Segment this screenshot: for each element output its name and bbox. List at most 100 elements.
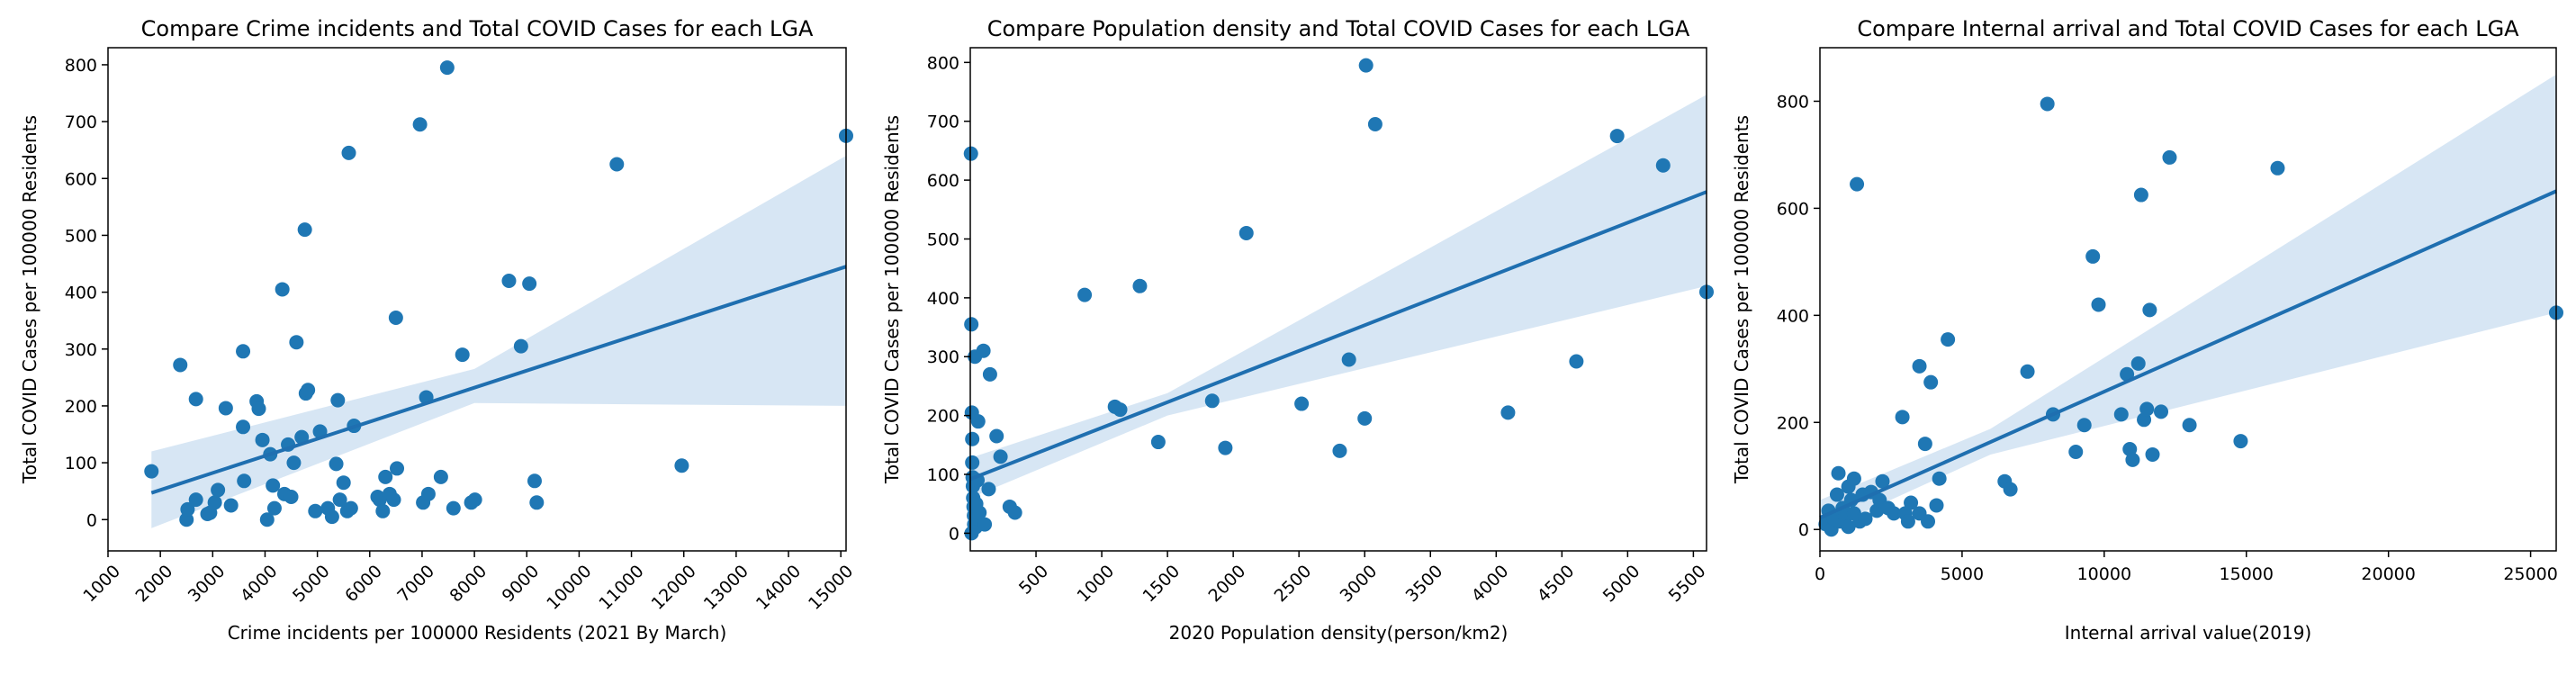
y-axis-label: Total COVID Cases per 100000 Residents: [1731, 115, 1752, 484]
data-point: [1218, 440, 1233, 455]
data-point: [284, 489, 299, 504]
data-point: [1238, 225, 1254, 240]
panel-density-vs-covid: Compare Population density and Total COV…: [881, 16, 1714, 644]
data-point: [1294, 396, 1310, 411]
y-tick-label: 500: [927, 230, 959, 249]
data-point: [2020, 364, 2035, 379]
x-tick-label: 25000: [2503, 564, 2557, 584]
data-point: [1904, 495, 1919, 510]
regression-line: [969, 190, 1707, 482]
data-point: [1846, 471, 1861, 486]
data-point: [289, 335, 304, 350]
data-point: [329, 456, 344, 472]
data-point: [522, 276, 537, 292]
data-point: [1150, 435, 1166, 450]
data-point: [297, 222, 312, 238]
axes-frame: [1819, 47, 2557, 552]
y-tick-label: 300: [65, 340, 97, 360]
y-axis-label: Total COVID Cases per 100000 Residents: [19, 115, 41, 484]
data-point: [2003, 482, 2018, 497]
data-point: [412, 117, 428, 132]
x-tick-label: 1000: [1073, 562, 1118, 607]
x-tick-label: 6000: [341, 562, 386, 607]
data-point: [1357, 410, 1373, 426]
data-point: [378, 469, 393, 484]
data-point: [674, 458, 689, 473]
data-point: [218, 401, 233, 416]
data-point: [223, 498, 239, 513]
panel-crime-vs-covid: Compare Crime incidents and Total COVID …: [19, 16, 857, 644]
data-point: [970, 414, 986, 429]
x-tick-label: 15000: [805, 562, 857, 614]
y-tick-label: 200: [65, 397, 97, 417]
confidence-band: [1820, 74, 2556, 533]
x-axis-label: Internal arrival value(2019): [2065, 622, 2311, 644]
data-point: [301, 383, 316, 398]
y-tick-label: 0: [949, 524, 959, 544]
y-tick-label: 100: [65, 454, 97, 473]
data-point: [1132, 278, 1148, 293]
y-tick-label: 800: [65, 56, 97, 76]
data-point: [513, 338, 528, 354]
data-point: [1609, 129, 1625, 144]
data-point: [2125, 452, 2140, 467]
x-tick-label: 10000: [543, 562, 595, 614]
data-point: [1900, 514, 1915, 529]
data-point: [251, 401, 266, 417]
data-point: [1007, 505, 1022, 520]
regression-line: [1819, 189, 2557, 519]
y-tick-label: 0: [1798, 520, 1809, 540]
x-tick-label: 4000: [237, 562, 282, 607]
data-point: [390, 461, 405, 476]
data-point: [173, 357, 188, 373]
data-point: [259, 512, 275, 527]
data-point: [439, 60, 455, 76]
data-point: [266, 478, 281, 493]
data-point: [1655, 158, 1671, 173]
data-point: [144, 464, 159, 479]
data-point: [386, 492, 401, 508]
data-point: [211, 482, 226, 498]
x-tick-label: 5000: [1599, 562, 1644, 607]
data-point: [180, 501, 195, 517]
data-point: [982, 366, 997, 382]
data-point: [1941, 332, 1956, 347]
y-tick-label: 600: [1777, 199, 1809, 219]
data-point: [324, 509, 339, 525]
x-tick-label: 3500: [1402, 562, 1447, 607]
data-point: [1332, 443, 1347, 458]
data-point: [341, 145, 356, 160]
axes-frame: [107, 47, 847, 552]
data-point: [336, 475, 351, 491]
data-point: [1500, 405, 1516, 420]
data-point: [332, 492, 347, 508]
data-point: [1077, 287, 1093, 302]
data-point: [1921, 514, 1936, 529]
x-axis-label: Crime incidents per 100000 Residents (20…: [228, 622, 727, 644]
y-tick-label: 200: [927, 407, 959, 427]
confidence-band: [970, 95, 1707, 499]
data-point: [188, 392, 203, 407]
y-tick-label: 400: [1777, 306, 1809, 326]
y-tick-label: 400: [65, 284, 97, 303]
x-tick-label: 500: [1015, 562, 1052, 599]
data-point: [501, 273, 517, 288]
data-point: [993, 449, 1008, 464]
data-point: [1358, 58, 1374, 73]
data-point: [343, 500, 358, 516]
y-tick-label: 600: [65, 169, 97, 189]
data-point: [1204, 393, 1220, 409]
data-point: [1875, 473, 1890, 489]
y-tick-label: 0: [86, 510, 97, 530]
data-point: [2139, 401, 2155, 417]
data-point: [375, 503, 391, 518]
data-point: [286, 455, 302, 471]
data-point: [1850, 176, 1865, 192]
x-tick-label: 7000: [393, 562, 438, 607]
x-tick-label: 12000: [648, 562, 700, 614]
x-tick-label: 8000: [446, 562, 491, 607]
x-tick-label: 20000: [2361, 564, 2415, 584]
data-point: [294, 429, 310, 445]
data-point: [1112, 402, 1128, 418]
